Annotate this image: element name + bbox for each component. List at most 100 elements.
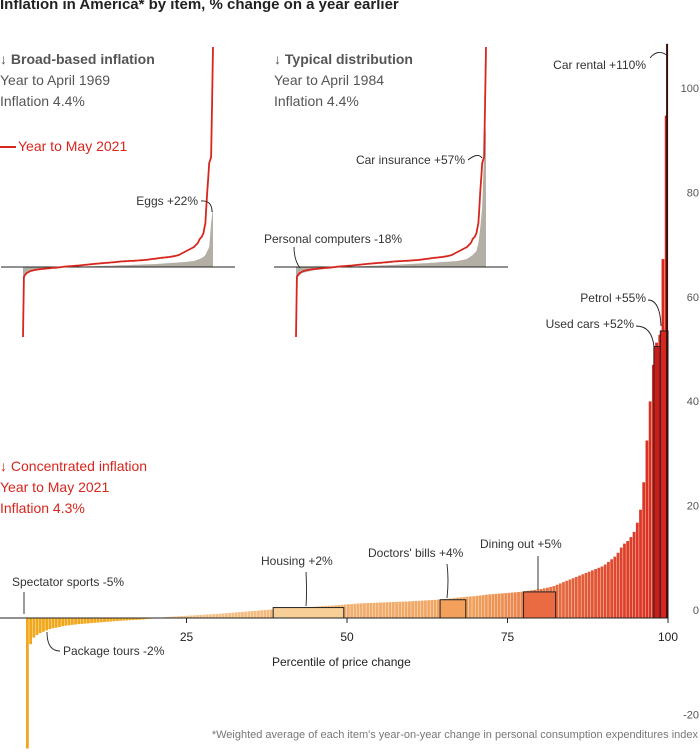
- bar: [468, 596, 472, 618]
- bar: [375, 602, 379, 618]
- annotation-label: Car rental +110%: [553, 58, 646, 72]
- bar: [122, 618, 126, 621]
- bar: [99, 618, 103, 623]
- bar: [436, 599, 440, 618]
- panel-broad-2021-line: [22, 46, 214, 338]
- bar: [433, 599, 437, 618]
- bar: [266, 609, 270, 618]
- bar: [382, 602, 386, 618]
- bar: [269, 609, 273, 618]
- bar: [250, 611, 254, 618]
- bar: [218, 613, 222, 618]
- bar: [619, 547, 623, 618]
- bar: [131, 618, 135, 621]
- bar: [170, 616, 174, 618]
- bar: [115, 618, 119, 622]
- bar: [228, 612, 232, 618]
- panel-typical-header: ↓ Typical distribution Year to April 198…: [274, 49, 413, 112]
- bar: [138, 618, 142, 620]
- bar: [517, 592, 520, 618]
- main-header: ↓ Concentrated inflation Year to May 202…: [0, 456, 147, 519]
- bar: [61, 618, 65, 627]
- bar: [407, 601, 411, 618]
- bar: [610, 559, 614, 618]
- y-tick-label: -20: [683, 709, 699, 721]
- bar: [568, 579, 572, 618]
- bar: [401, 601, 405, 618]
- bar: [420, 600, 424, 618]
- bar: [192, 615, 196, 618]
- bar: [584, 572, 588, 618]
- bar: [173, 616, 177, 618]
- bar: [417, 600, 421, 618]
- bar: [353, 603, 357, 618]
- bar-used-cars: [653, 346, 661, 619]
- bar: [347, 604, 350, 618]
- bar: [241, 611, 244, 618]
- bar: [430, 600, 434, 618]
- bar: [648, 401, 652, 618]
- bar: [507, 592, 511, 618]
- bar: [501, 593, 504, 618]
- bar: [112, 618, 116, 622]
- annotation-leader: [467, 155, 483, 161]
- bar: [372, 602, 376, 618]
- x-tick-label: 25: [180, 630, 194, 644]
- annotation-leader: [635, 325, 655, 348]
- bar: [597, 567, 601, 618]
- bar: [632, 531, 636, 618]
- bar: [26, 618, 29, 749]
- bar: [74, 618, 77, 625]
- panel-typical-annotation-bottom: Personal computers -18%: [264, 232, 402, 246]
- x-tick-label: 50: [340, 630, 354, 644]
- bar: [180, 616, 183, 618]
- panel-broad-1969-area: [23, 207, 213, 303]
- bar: [38, 618, 42, 634]
- bar: [491, 594, 495, 618]
- bar: [414, 601, 418, 618]
- bar: [54, 618, 58, 628]
- y-tick-label: 100: [681, 83, 699, 95]
- bar: [395, 601, 398, 618]
- annotation-leader: [293, 246, 301, 269]
- bar: [635, 522, 639, 618]
- bar: [478, 595, 482, 618]
- panel-typical-inflation: Inflation 4.4%: [274, 93, 359, 109]
- annotation-label: Petrol +55%: [580, 291, 646, 305]
- bar: [555, 584, 559, 618]
- main-heading: ↓ Concentrated inflation: [0, 458, 148, 474]
- bar: [176, 616, 180, 618]
- bar: [639, 509, 642, 618]
- main-period: Year to May 2021: [0, 479, 110, 495]
- bar: [225, 613, 228, 618]
- y-tick-label: 60: [687, 292, 699, 304]
- bar: [199, 614, 203, 618]
- bar: [565, 580, 569, 618]
- bar: [215, 613, 219, 618]
- bar: [369, 602, 373, 618]
- panel-broad-annotation: Eggs +22%: [136, 194, 198, 208]
- bar: [475, 595, 479, 618]
- bar: [70, 618, 74, 625]
- bar: [260, 610, 264, 618]
- annotation-label: Spectator sports -5%: [12, 575, 124, 589]
- bar: [205, 614, 209, 618]
- x-axis-label: Percentile of price change: [272, 655, 411, 669]
- bar: [234, 612, 238, 618]
- bar: [103, 618, 106, 623]
- bar: [263, 610, 267, 618]
- bar: [67, 618, 71, 626]
- legend-label: Year to May 2021: [18, 138, 128, 154]
- annotation-leader: [649, 52, 669, 59]
- bar: [587, 571, 591, 618]
- bar: [398, 601, 402, 618]
- y-tick-label: 0: [693, 605, 699, 617]
- panel-broad-period: Year to April 1969: [0, 72, 111, 88]
- bar: [64, 618, 68, 626]
- y-tick-label: 40: [687, 396, 699, 408]
- bar: [488, 594, 492, 618]
- bar: [141, 618, 145, 620]
- chart-title: Inflation in America* by item, % change …: [0, 0, 399, 13]
- bar: [90, 618, 94, 624]
